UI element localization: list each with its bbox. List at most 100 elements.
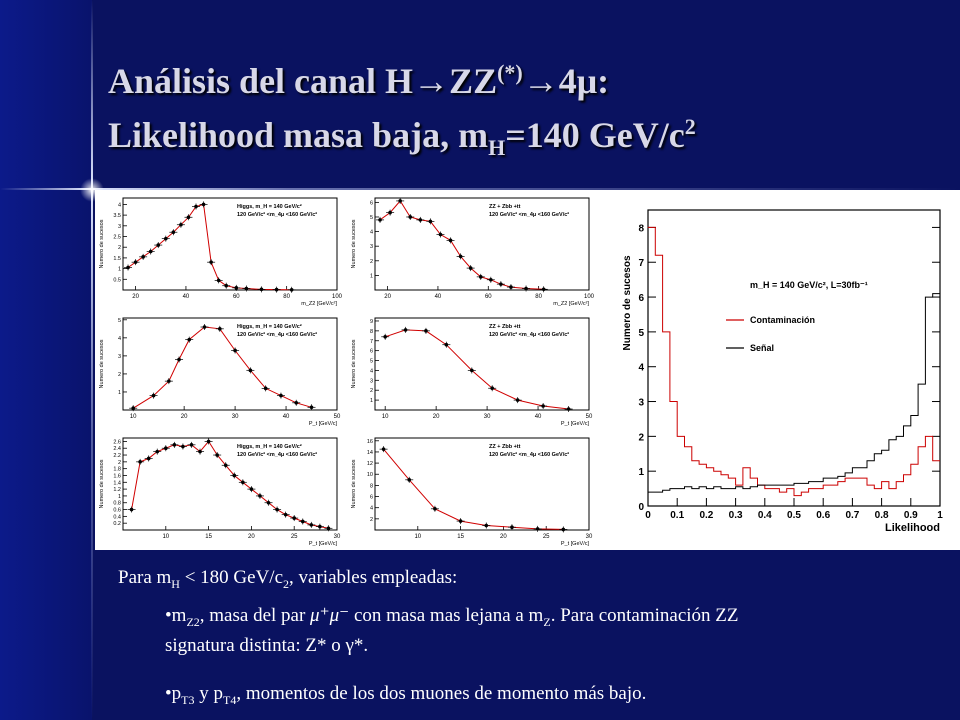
data-point [478,275,483,279]
bullet-sub: T3 [181,692,195,707]
x-tick-label: 15 [457,534,464,540]
y-tick-label: 1.6 [113,473,121,479]
y-tick-label: 1 [118,267,121,273]
x-tick-label: 30 [484,414,491,420]
x-tick-label: 0.6 [816,510,830,521]
y-tick-label: 6 [638,293,644,304]
data-point [187,337,192,342]
data-point [388,210,392,215]
intro-sub: H [171,576,180,591]
y-tick-label: 0.5 [113,277,121,283]
data-point [428,219,433,224]
data-point [155,449,160,454]
data-point [458,519,463,523]
x-tick-label: 25 [291,534,298,540]
y-tick-label: 0.4 [113,514,121,520]
data-point [283,512,288,517]
light-flare-horizontal [0,188,960,190]
plot-likelihood: 0 0.1 0.2 0.3 0.4 0.5 0.6 0.7 0.8 0.9 1 0 1 2 3 4 5 6 7 8 Nu… [622,209,943,534]
x-tick-label: 40 [283,414,290,420]
data-point [418,218,423,222]
x-tick-label: 30 [232,414,239,420]
plot-frame [374,437,590,531]
y-tick-label: 5 [638,328,644,339]
data-point [146,456,151,461]
data-point [448,238,453,243]
legend-line-2: 120 GeV/c² <m_4μ <160 GeV/c² [237,451,317,458]
y-tick-label: 1 [370,398,373,404]
data-point [489,277,493,282]
y-tick-label: 1 [638,467,644,478]
bullet-part: . Para contaminación ZZ [550,605,739,626]
data-point [172,443,177,447]
bullet-part: , momentos de los dos muones de momento … [236,683,647,704]
data-point [398,199,402,203]
bullet-mz2: •mZ2, masa del par μ⁺μ⁻ con masa mas lej… [165,604,915,658]
legend-line-2: 120 GeV/c² <m_4μ <160 GeV/c² [489,331,569,338]
data-point [179,222,183,227]
data-point [141,255,145,259]
x-tick-label: 15 [205,534,212,540]
y-tick-label: 2.5 [113,235,121,241]
legend-label: Señal [750,343,774,353]
data-point [490,386,494,391]
data-point [129,507,134,512]
bullet-sub: Z2 [186,614,200,629]
title-part: Análisis del canal H→ZZ [108,61,498,101]
data-point [202,325,207,329]
data-point [241,480,245,485]
data-point [133,260,138,264]
data-point [326,526,331,531]
x-tick-label: 50 [334,414,341,420]
y-tick-label: 8 [638,223,644,234]
data-point [292,516,296,520]
figure-area: 20 40 60 80 100 0.5 1 1.5 2 2.5 3 3.5 4 Numero de suc… [95,190,960,550]
y-tick-label: 6 [370,349,373,355]
data-point [249,487,254,491]
x-tick-label: 100 [332,294,343,300]
data-point [189,443,194,447]
data-point [541,287,546,292]
data-point [541,404,545,408]
y-tick-label: 4 [118,336,121,342]
plot-bkg-mz2: 20 40 60 80 100 1 2 3 4 5 6 Numero de sucesos m_Z2 [… [351,197,595,307]
data-point [266,500,271,505]
y-tick-label: 3 [638,398,644,409]
fit-curve [383,448,564,530]
data-point [223,463,228,468]
data-point [248,368,253,373]
x-axis-label: m_Z2 [GeV/c²] [301,301,337,307]
y-tick-label: 1.2 [113,487,121,493]
x-tick-label: 0.7 [845,510,859,521]
legend-line-1: Higgs, m_H = 140 GeV/c² [237,443,302,450]
data-point [259,287,264,292]
legend-line-1: Higgs, m_H = 140 GeV/c² [237,323,302,330]
plot-frame [374,197,590,291]
title-part: , m [440,115,489,155]
y-tick-label: 2 [118,245,121,251]
x-tick-label: 0.2 [699,510,713,521]
y-axis-label: Numero de sucesos [351,459,357,508]
data-point [186,215,191,220]
data-point [209,260,213,264]
data-point [433,507,437,511]
y-tick-label: 2.4 [113,446,121,452]
legend-line-2: 120 GeV/c² <m_4μ <160 GeV/c² [489,451,569,458]
y-tick-label: 0.8 [113,501,121,507]
data-point [126,265,130,270]
title-sup: 2 [684,114,696,139]
data-point [524,286,528,291]
legend-line-1: ZZ + Zbb +tt [489,324,521,330]
y-tick-label: 2 [118,372,121,378]
left-sidebar-band [0,0,92,720]
y-tick-label: 1 [370,273,373,279]
data-point [309,523,314,527]
histogram-background [647,226,940,497]
x-tick-label: 1 [937,510,943,521]
data-point [438,232,443,237]
x-tick-label: 10 [130,414,137,420]
y-tick-label: 4 [118,202,121,208]
x-tick-label: 40 [435,294,442,300]
data-point [201,202,206,207]
y-tick-label: 3 [370,378,373,384]
